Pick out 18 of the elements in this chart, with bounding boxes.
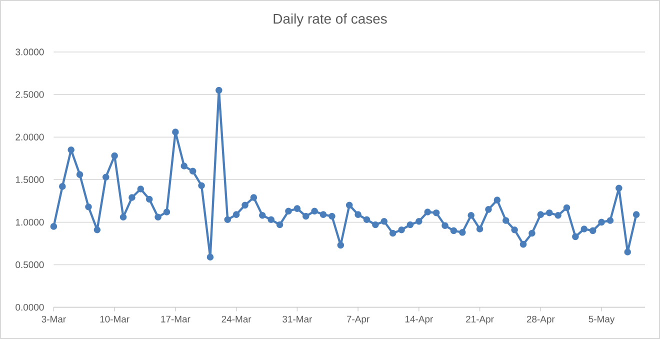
y-tick-label: 2.5000 [16, 91, 44, 98]
x-tick-label: 21-Apr [466, 316, 494, 324]
x-tick-label: 14-Apr [405, 316, 433, 324]
x-tick-label: 17-Mar [161, 316, 190, 322]
y-tick-label: 3.0000 [16, 48, 44, 56]
y-tick-label: 0.0000 [16, 304, 44, 311]
x-tick-label: 7-Apr [346, 316, 370, 324]
x-tick-label: 24-Mar [222, 316, 252, 323]
x-tick-label: 10-Mar [100, 316, 130, 323]
chart-title: Daily rate of cases [274, 13, 387, 26]
x-tick-label: 3-Mar [42, 316, 66, 323]
y-tick-label: 0.5000 [16, 261, 44, 268]
y-tick-label: 1.5000 [16, 176, 44, 183]
y-tick-label: 1.0000 [16, 218, 44, 226]
x-tick-label: 5-May [588, 316, 615, 324]
x-tick-label: 28-Apr [526, 316, 555, 324]
y-tick-label: 2.0000 [16, 134, 44, 140]
x-tick-label: 31-Mar [282, 316, 312, 323]
